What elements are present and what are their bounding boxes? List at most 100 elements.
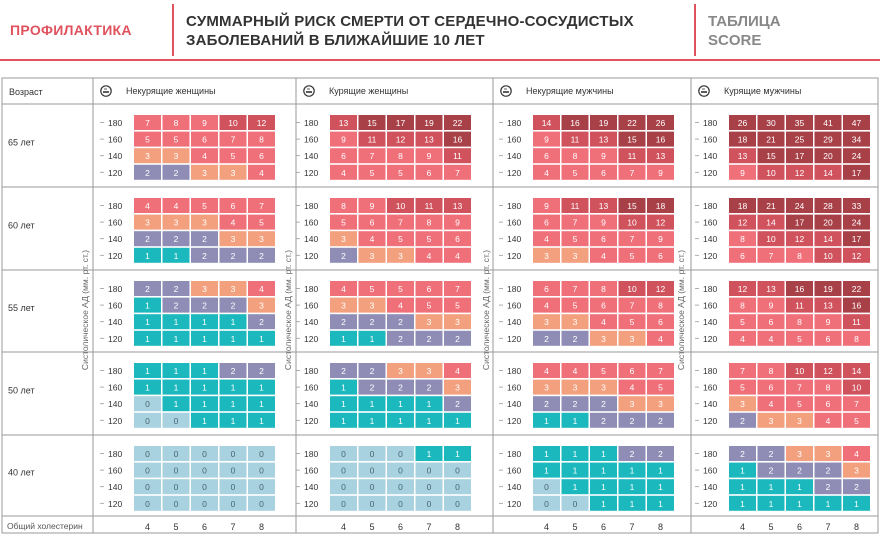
risk-value: 2	[769, 449, 774, 459]
risk-cell	[191, 446, 218, 461]
risk-value: 9	[769, 301, 774, 311]
risk-cell	[219, 412, 247, 428]
risk-value: 3	[341, 234, 346, 244]
risk-value: 1	[341, 334, 346, 344]
risk-cell	[248, 297, 275, 313]
risk-value: 0	[259, 482, 264, 492]
risk-value: 3	[544, 251, 549, 261]
table-label: ТАБЛИЦА SCORE	[708, 12, 781, 50]
risk-value: 1	[231, 416, 236, 426]
risk-value: 2	[259, 366, 264, 376]
risk-value: 8	[740, 301, 745, 311]
risk-value: 3	[341, 301, 346, 311]
risk-cell	[191, 479, 218, 495]
risk-cell	[786, 412, 813, 428]
risk-cell	[814, 281, 842, 296]
risk-cell	[162, 214, 190, 230]
risk-cell	[248, 148, 275, 164]
bp-label: 140	[108, 234, 122, 244]
risk-cell	[444, 495, 471, 511]
risk-value: 13	[599, 201, 609, 211]
risk-value: 10	[795, 366, 805, 376]
bp-label: 180	[703, 201, 717, 211]
section-label: ПРОФИЛАКТИКА	[10, 22, 132, 38]
risk-value: 3	[854, 466, 859, 476]
y-axis-title: Систолическое АД (мм. рт. ст.)	[283, 250, 293, 370]
risk-cell	[814, 462, 842, 478]
risk-value: 2	[202, 251, 207, 261]
risk-value: 1	[341, 399, 346, 409]
risk-cell	[647, 247, 674, 263]
risk-value: 3	[398, 251, 403, 261]
bp-label: 120	[304, 251, 318, 261]
risk-value: 5	[658, 383, 663, 393]
risk-value: 1	[370, 399, 375, 409]
bp-label: 160	[703, 135, 717, 145]
risk-value: 19	[823, 284, 833, 294]
risk-cell	[387, 148, 414, 164]
risk-cell	[647, 314, 674, 330]
risk-cell	[134, 462, 161, 478]
bp-label: 180	[507, 118, 521, 128]
risk-cell	[134, 115, 161, 130]
risk-value: 8	[398, 151, 403, 161]
risk-value: 7	[231, 135, 236, 145]
risk-cell	[248, 479, 275, 495]
risk-value: 20	[823, 151, 833, 161]
bp-label: 180	[304, 366, 318, 376]
risk-value: 1	[202, 399, 207, 409]
bp-label: 160	[304, 466, 318, 476]
risk-cell	[415, 281, 443, 296]
risk-value: 4	[145, 201, 150, 211]
risk-cell	[162, 330, 190, 346]
risk-cell	[757, 164, 785, 180]
risk-cell	[786, 198, 813, 213]
risk-value: 1	[231, 399, 236, 409]
risk-value: 1	[259, 383, 264, 393]
risk-cell	[191, 214, 218, 230]
risk-value: 1	[797, 499, 802, 509]
risk-cell	[387, 462, 414, 478]
risk-cell	[561, 115, 589, 130]
risk-value: 2	[231, 251, 236, 261]
risk-cell	[814, 198, 842, 213]
risk-cell	[162, 131, 190, 147]
risk-value: 35	[795, 118, 805, 128]
risk-cell	[729, 115, 756, 130]
risk-cell	[757, 396, 785, 412]
risk-cell	[330, 396, 357, 412]
risk-value: 2	[174, 168, 179, 178]
risk-value: 1	[370, 334, 375, 344]
risk-value: 7	[797, 383, 802, 393]
risk-cell	[191, 314, 218, 330]
bp-label: 160	[108, 218, 122, 228]
risk-value: 2	[740, 449, 745, 459]
risk-cell	[191, 281, 218, 296]
risk-cell	[358, 363, 386, 378]
risk-cell	[814, 479, 842, 495]
risk-cell	[533, 281, 560, 296]
risk-cell	[786, 164, 813, 180]
risk-cell	[561, 446, 589, 461]
risk-value: 2	[174, 301, 179, 311]
risk-cell	[814, 379, 842, 395]
risk-value: 4	[259, 284, 264, 294]
risk-cell	[618, 462, 646, 478]
risk-cell	[191, 462, 218, 478]
risk-cell	[387, 198, 414, 213]
risk-cell	[162, 379, 190, 395]
risk-value: 5	[370, 284, 375, 294]
risk-value: 12	[738, 284, 748, 294]
bp-label: 140	[507, 482, 521, 492]
risk-value: 0	[145, 399, 150, 409]
risk-value: 1	[601, 482, 606, 492]
risk-cell	[647, 479, 674, 495]
risk-value: 12	[656, 284, 666, 294]
risk-value: 5	[427, 234, 432, 244]
risk-cell	[533, 297, 560, 313]
risk-value: 0	[231, 449, 236, 459]
risk-cell	[647, 330, 674, 346]
bp-label: 160	[703, 218, 717, 228]
risk-cell	[219, 446, 247, 461]
risk-cell	[729, 495, 756, 511]
